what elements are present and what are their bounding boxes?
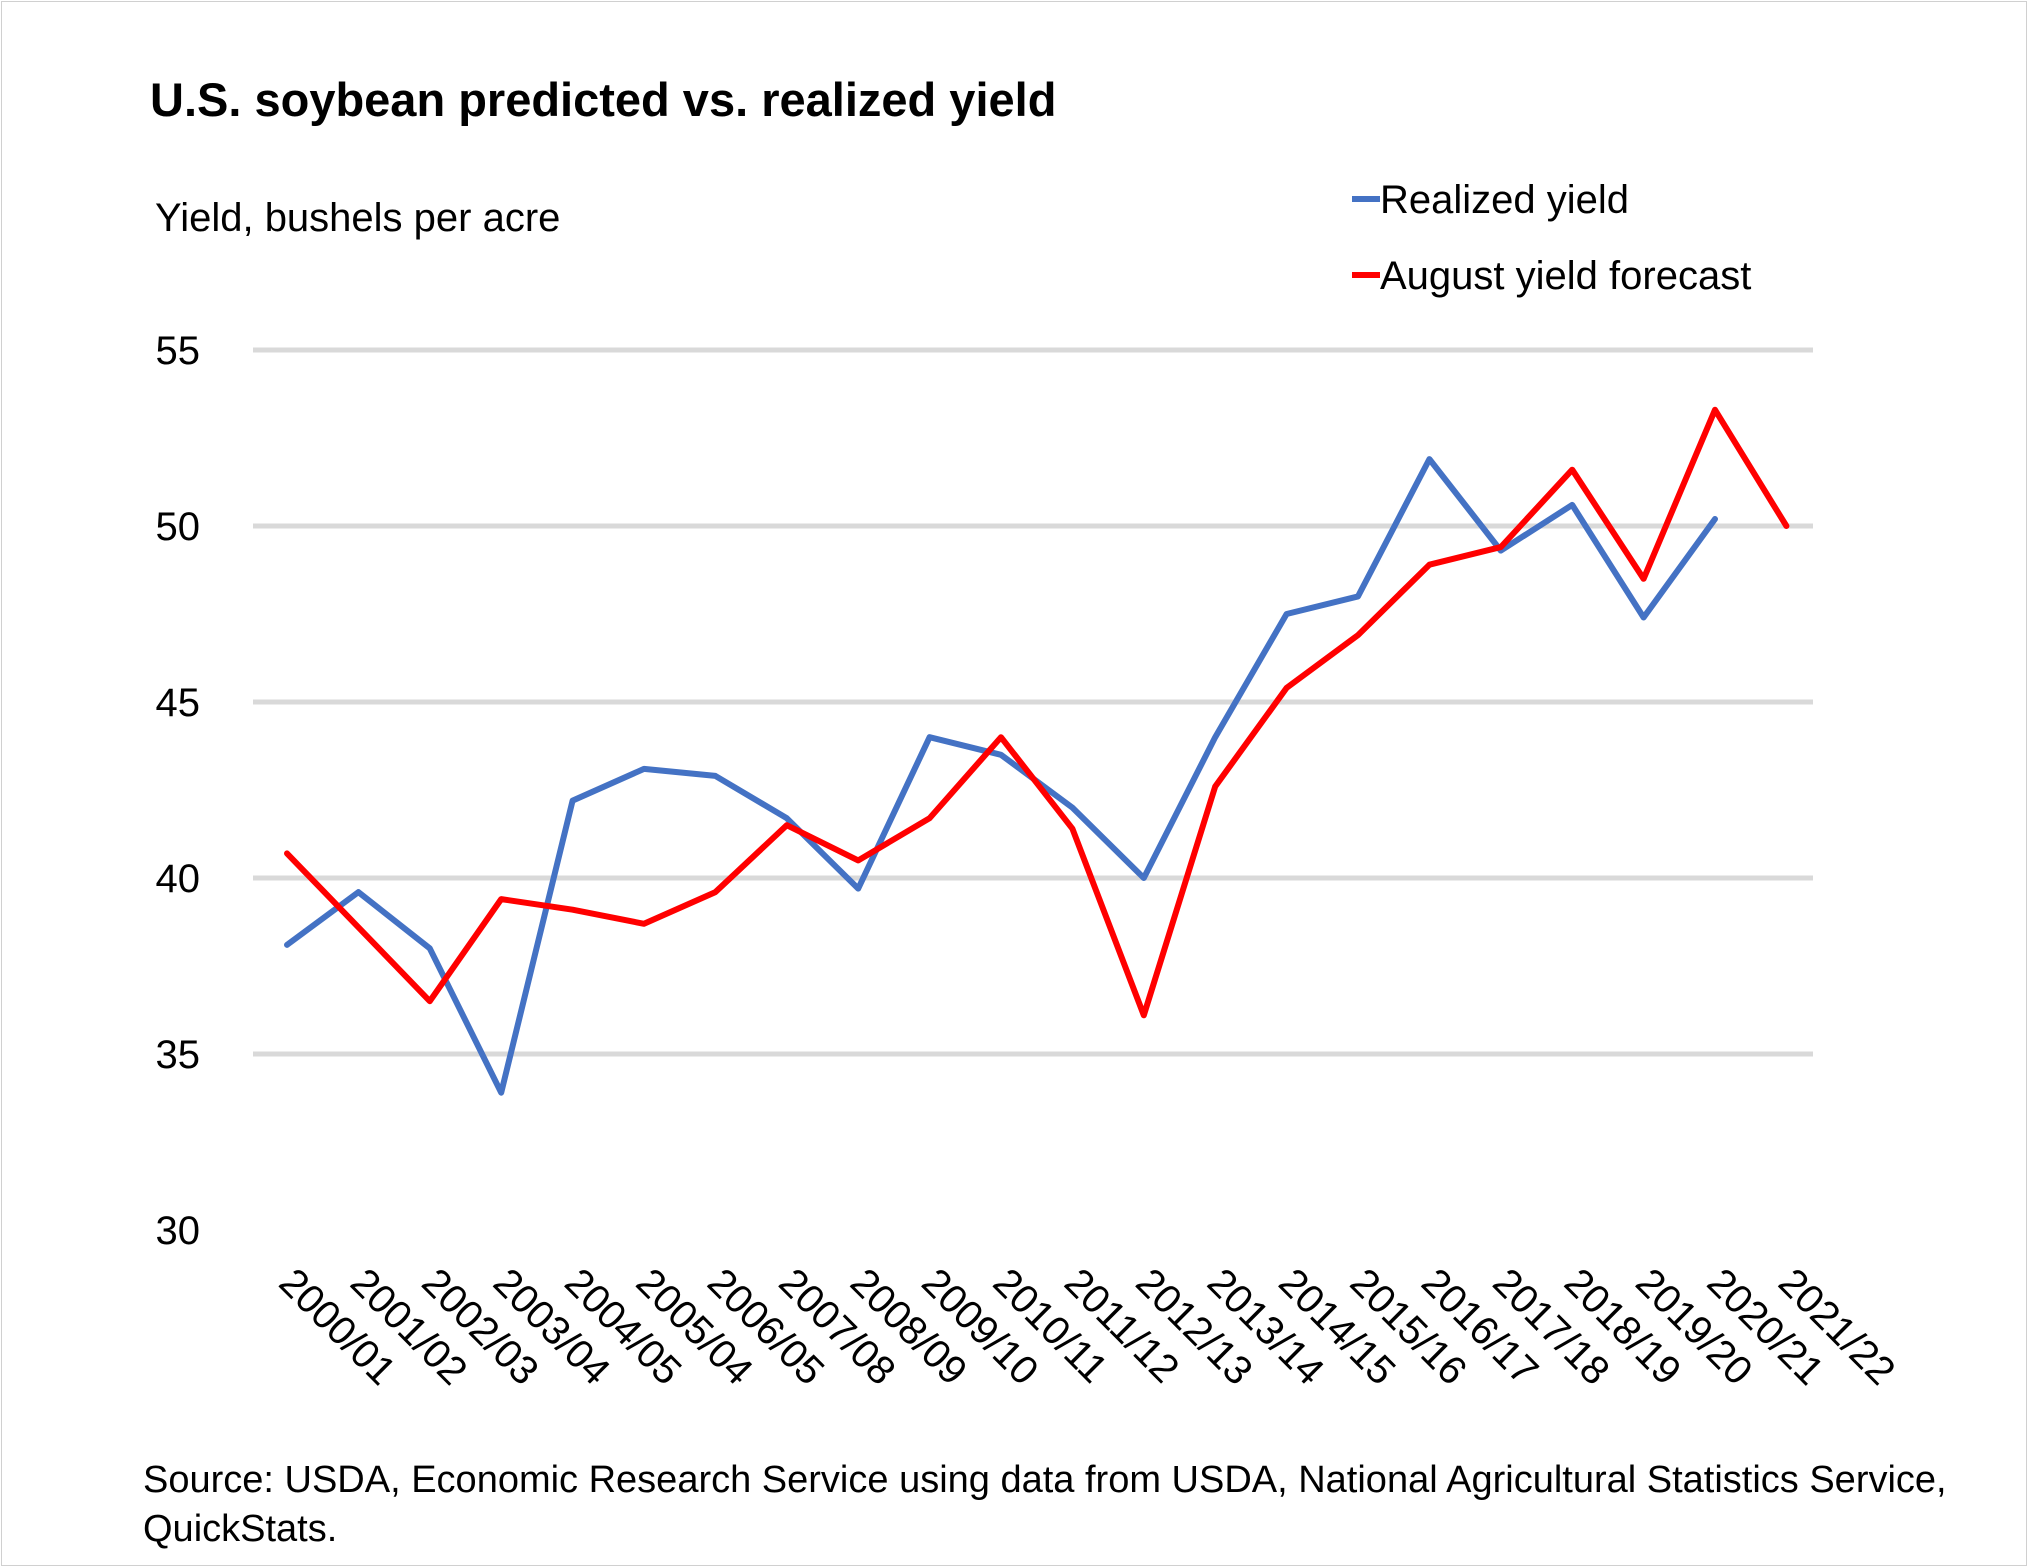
y-tick-label: 30 xyxy=(156,1209,201,1253)
gridlines xyxy=(253,347,1813,1057)
x-tick-labels: 2000/012001/022002/032003/042004/052005/… xyxy=(271,1260,1904,1393)
chart-title: U.S. soybean predicted vs. realized yiel… xyxy=(150,73,1057,126)
legend-label: Realized yield xyxy=(1380,178,1629,222)
legend-label: August yield forecast xyxy=(1380,254,1751,298)
series-line-0 xyxy=(284,456,1718,1096)
series-line-1 xyxy=(284,406,1790,1019)
y-tick-labels: 30 35 40 45 50 55 xyxy=(156,329,201,1253)
y-tick-label: 40 xyxy=(156,857,201,901)
y-axis-label: Yield, bushels per acre xyxy=(155,196,561,240)
series-lines xyxy=(284,406,1790,1096)
legend: Realized yield August yield forecast xyxy=(1352,178,1751,298)
source-note: Source: USDA, Economic Research Service … xyxy=(143,1459,1947,1550)
y-tick-label: 35 xyxy=(156,1033,201,1077)
y-tick-label: 55 xyxy=(156,329,201,373)
y-tick-label: 45 xyxy=(156,681,201,725)
y-tick-label: 50 xyxy=(156,505,201,549)
